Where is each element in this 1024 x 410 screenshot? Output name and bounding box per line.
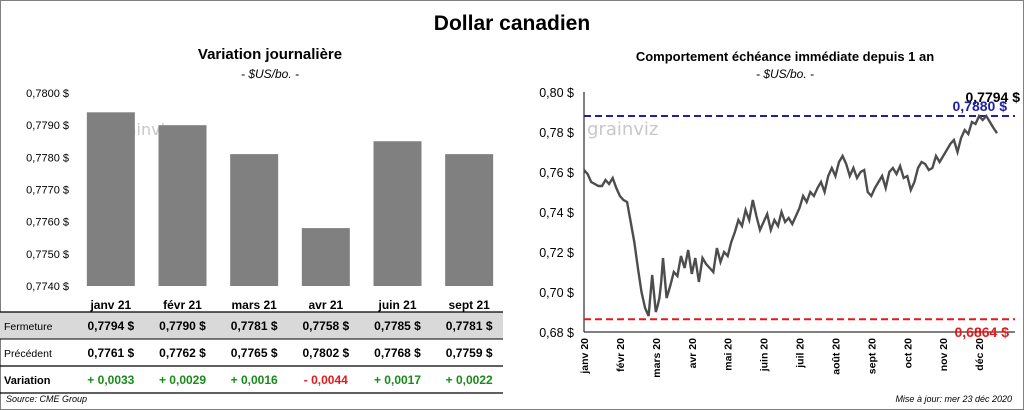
x-category-label: janv 21: [89, 298, 131, 312]
last-value-label: 0,7794 $: [966, 89, 1021, 105]
table-cell: + 0,0022: [446, 373, 493, 387]
table-cell: + 0,0033: [87, 373, 134, 387]
table-row-label: Fermeture: [4, 321, 53, 333]
y-tick-label: 0,76 $: [539, 166, 574, 180]
x-tick-label: janv 20: [579, 338, 591, 375]
y-tick-label: 0,80 $: [539, 86, 574, 100]
y-tick-label: 0,7800 $: [26, 88, 69, 100]
x-tick-label: sept 20: [866, 338, 878, 374]
table-cell: 0,7802 $: [302, 346, 349, 360]
y-tick-label: 0,68 $: [539, 326, 574, 340]
x-tick-label: août 20: [830, 338, 842, 375]
right-panel-subtitle: - $US/bo. -: [755, 67, 815, 81]
bar: [373, 141, 422, 286]
table-cell: - 0,0044: [304, 373, 348, 387]
table-cell: 0,7762 $: [159, 346, 206, 360]
right-watermark: grainviz: [587, 119, 658, 140]
table-cell: 0,7761 $: [87, 346, 134, 360]
source-note: Source: CME Group: [6, 394, 88, 404]
y-tick-label: 0,7790 $: [26, 120, 69, 132]
y-tick-label: 0,72 $: [539, 246, 574, 260]
bar: [158, 125, 207, 287]
y-tick-label: 0,74 $: [539, 206, 574, 220]
x-tick-label: déc 20: [974, 338, 986, 371]
line-chart: grainviz 0,68 $ 0,70 $ 0,72 $ 0,74 $ 0,76 $ 0…: [539, 86, 1021, 378]
table-row-label: Variation: [4, 375, 51, 387]
x-tick-label: juin 20: [759, 338, 771, 372]
y-tick-label: 0,7760 $: [26, 217, 69, 229]
high-value-label: 0,7880 $: [953, 98, 1008, 114]
x-tick-label: mai 20: [723, 338, 735, 371]
y-tick-label: 0,7750 $: [26, 249, 69, 261]
x-tick-label: oct 20: [902, 338, 914, 369]
table-cell: 0,7758 $: [302, 319, 349, 333]
y-tick-label: 0,7780 $: [26, 152, 69, 164]
table-cell: 0,7785 $: [374, 319, 421, 333]
table-cell: + 0,0029: [159, 373, 206, 387]
table-row-shade: [0, 312, 503, 339]
left-panel-subtitle: - $US/bo. -: [240, 67, 300, 81]
table-cell: + 0,0017: [374, 373, 421, 387]
table-row-label: Précédent: [4, 348, 52, 360]
low-value-label: 0,6864 $: [955, 324, 1010, 340]
table-cell: 0,7781 $: [231, 319, 278, 333]
table-cell: 0,7794 $: [87, 319, 134, 333]
x-tick-label: nov 20: [938, 338, 950, 371]
x-category-label: juin 21: [377, 298, 416, 312]
bar: [301, 228, 350, 286]
page-title: Dollar canadien: [433, 12, 591, 35]
y-tick-label: 0,70 $: [539, 286, 574, 300]
x-category-label: sept 21: [448, 298, 490, 312]
series-line: [583, 113, 998, 317]
bar: [230, 154, 279, 286]
x-tick-label: avr 20: [687, 338, 699, 369]
right-panel-title: Comportement échéance immédiate depuis 1…: [635, 49, 935, 64]
update-note: Mise à jour: mer 23 déc 2020: [895, 394, 1012, 404]
x-tick-label: févr 20: [615, 338, 627, 372]
y-tick-label: 0,78 $: [539, 126, 574, 140]
x-category-label: mars 21: [231, 298, 277, 312]
x-category-label: févr 21: [163, 298, 202, 312]
table-cell: + 0,0016: [231, 373, 278, 387]
left-panel-title: Variation journalière: [197, 46, 343, 63]
table-cell: 0,7790 $: [159, 319, 206, 333]
bar: [86, 112, 135, 286]
x-category-label: avr 21: [308, 298, 343, 312]
bar: [445, 154, 494, 286]
table-cell: 0,7759 $: [446, 346, 493, 360]
x-tick-label: juil 20: [795, 338, 807, 369]
table-cell: 0,7781 $: [446, 319, 493, 333]
x-tick-label: mars 20: [651, 338, 663, 378]
table-cell: 0,7768 $: [374, 346, 421, 360]
y-tick-label: 0,7770 $: [26, 185, 69, 197]
bar-chart: grainviz 0,7740 $0,7750 $0,7760 $0,7770 …: [0, 88, 503, 394]
y-tick-label: 0,7740 $: [26, 281, 69, 293]
table-cell: 0,7765 $: [231, 346, 278, 360]
